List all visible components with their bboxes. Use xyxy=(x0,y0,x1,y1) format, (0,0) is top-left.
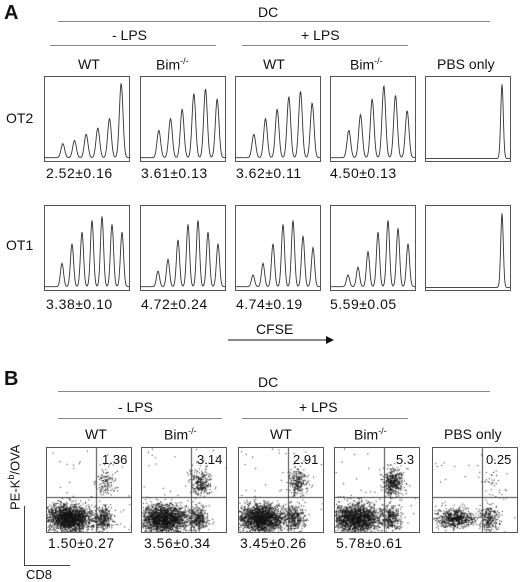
panel-b-letter: B xyxy=(4,368,19,390)
panel-a-row-ot2: OT2 xyxy=(6,110,34,126)
panel-b-dc-label: DC xyxy=(258,374,279,390)
quadrant-value-wt: 1.36 xyxy=(102,452,128,467)
panel-a-col-wt-1: WT xyxy=(78,56,100,72)
dotplot-value-wt: 1.50±0.27 xyxy=(48,535,115,551)
histogram-trace xyxy=(45,82,129,159)
panel-b-dc-line xyxy=(58,391,490,392)
dotplot-value-bim: 3.56±0.34 xyxy=(144,535,211,551)
panel-a-col-bim-2: Bim-/- xyxy=(350,56,383,73)
panel-b-col-pbs: PBS only xyxy=(444,426,502,442)
ot1-value-lps-bim: 5.59±0.05 xyxy=(330,296,397,312)
histogram-ot2-wt xyxy=(44,76,130,162)
histogram-ot2-bim xyxy=(140,76,226,162)
panel-b-minus-lps-line xyxy=(58,418,222,419)
histogram-ot1-wt xyxy=(44,205,130,291)
panel-a-col-pbs: PBS only xyxy=(437,56,495,72)
panel-b-col-bim-1: Bim-/- xyxy=(164,426,197,443)
ot1-value-bim: 4.72±0.24 xyxy=(141,296,208,312)
panel-a-letter: A xyxy=(4,2,19,24)
panel-a-minus-lps-line xyxy=(50,45,216,46)
pe-kb-ova-axis-label: PE-Kb/OVA xyxy=(6,444,23,510)
ot1-value-lps-wt: 4.74±0.19 xyxy=(236,296,303,312)
histogram-ot1-pbs xyxy=(425,205,511,291)
panel-b-minus-lps: - LPS xyxy=(118,399,154,415)
y-axis-line xyxy=(24,506,25,566)
dotplot-wt xyxy=(46,447,132,533)
panel-b-col-wt-1: WT xyxy=(85,426,107,442)
panel-a-col-bim-1: Bim-/- xyxy=(156,56,189,73)
x-axis-line xyxy=(24,565,70,566)
panel-b-plus-lps: + LPS xyxy=(299,399,338,415)
histogram-ot1-lps-wt xyxy=(235,205,321,291)
dotplot-value-lps-bim: 5.78±0.61 xyxy=(336,535,403,551)
panel-a-dc-line xyxy=(58,21,490,22)
cfse-arrow-icon xyxy=(228,336,334,344)
histogram-ot2-lps-bim xyxy=(330,76,416,162)
panel-a-minus-lps: - LPS xyxy=(112,27,148,43)
ot2-value-lps-wt: 3.62±0.11 xyxy=(236,165,302,181)
cfse-axis-label: CFSE xyxy=(256,321,294,337)
ot1-value-wt: 3.38±0.10 xyxy=(46,296,113,312)
panel-b-plus-lps-line xyxy=(242,418,408,419)
cd8-axis-label: CD8 xyxy=(26,567,53,582)
histogram-ot2-pbs xyxy=(425,76,511,162)
panel-a-row-ot1: OT1 xyxy=(6,237,34,253)
histogram-trace xyxy=(426,84,510,159)
dotplot-lps-wt xyxy=(238,447,324,533)
quadrant-value-lps-bim: 5.3 xyxy=(396,452,415,467)
ot2-value-lps-bim: 4.50±0.13 xyxy=(330,165,397,181)
histogram-ot2-lps-wt xyxy=(235,76,321,162)
histogram-trace xyxy=(426,213,510,288)
dotplot-value-lps-wt: 3.45±0.26 xyxy=(240,535,307,551)
quadrant-value-pbs: 0.25 xyxy=(486,452,512,467)
panel-a-plus-lps: + LPS xyxy=(301,27,340,43)
histogram-trace xyxy=(141,88,225,159)
panel-b-col-bim-2: Bim-/- xyxy=(354,426,387,443)
panel-a-col-wt-2: WT xyxy=(263,56,285,72)
panel-a-plus-lps-line xyxy=(242,45,408,46)
histogram-trace xyxy=(236,220,320,288)
histogram-trace xyxy=(45,216,129,288)
ot2-value-wt: 2.52±0.16 xyxy=(46,165,113,181)
dotplot-bim xyxy=(141,447,227,533)
histogram-ot1-bim xyxy=(140,205,226,291)
quadrant-value-bim: 3.14 xyxy=(197,452,223,467)
histogram-ot1-lps-bim xyxy=(330,205,416,291)
dotplot-pbs xyxy=(432,447,518,533)
histogram-trace xyxy=(331,84,415,159)
panel-a-dc-label: DC xyxy=(258,4,279,20)
histogram-trace xyxy=(331,220,415,288)
quadrant-value-lps-wt: 2.91 xyxy=(293,452,319,467)
histogram-trace xyxy=(141,220,225,288)
histogram-trace xyxy=(236,91,320,159)
dotplot-lps-bim xyxy=(334,447,420,533)
panel-b-col-wt-2: WT xyxy=(270,426,292,442)
ot2-value-bim: 3.61±0.13 xyxy=(141,165,208,181)
